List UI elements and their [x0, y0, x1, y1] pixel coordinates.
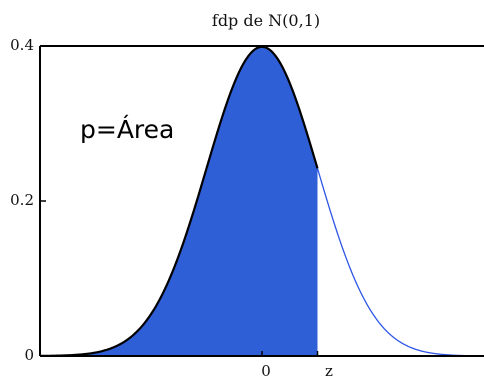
plot-layer: [39, 45, 484, 357]
y-tick-label-0.4: 0.4: [10, 36, 34, 54]
x-tick-label-z: z: [325, 362, 333, 378]
density-curve-shaded-part: [39, 45, 319, 357]
x-tick-label-0: 0: [261, 362, 271, 378]
area-annotation: p=Área: [80, 115, 174, 144]
y-tick-label-0: 0: [24, 346, 34, 364]
shaded-area: [40, 46, 318, 356]
chart-title: fdp de N(0,1): [212, 11, 320, 30]
y-tick-label-0.2: 0.2: [10, 191, 34, 209]
